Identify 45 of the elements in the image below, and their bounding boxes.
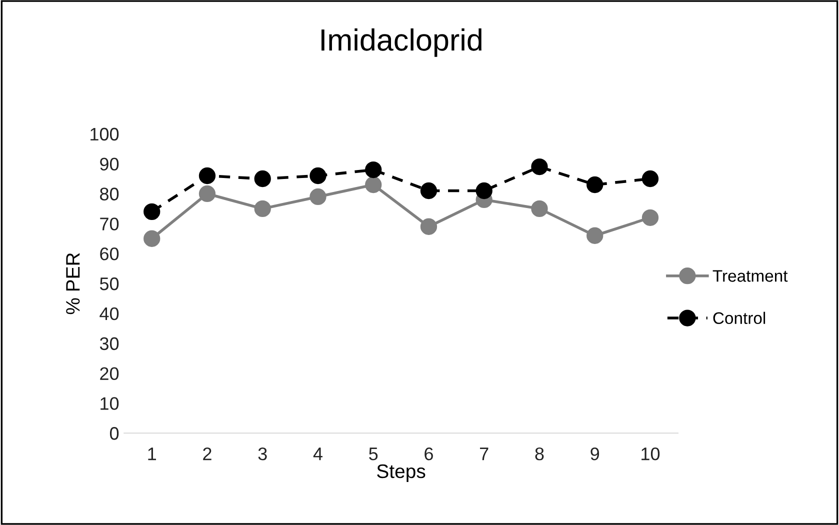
point — [310, 167, 326, 184]
point — [198, 167, 216, 184]
x-tick-label: 9 — [590, 447, 600, 460]
point — [254, 170, 271, 188]
point — [365, 176, 382, 194]
y-tick-label: 30 — [100, 337, 119, 350]
chart-title: Imidacloprid — [322, 28, 482, 57]
point — [420, 218, 438, 235]
point — [198, 185, 216, 202]
point — [144, 203, 160, 220]
point — [476, 182, 492, 200]
point — [365, 161, 382, 178]
x-tick-label: 1 — [148, 448, 156, 460]
x-tick-label: 5 — [369, 448, 378, 460]
y-tick-label: 0 — [110, 427, 119, 440]
y-tick-label: 100 — [90, 128, 119, 141]
point — [642, 170, 659, 188]
y-tick-label: 70 — [100, 218, 119, 230]
y-tick-label: 20 — [100, 367, 119, 380]
y-tick-label: 80 — [100, 188, 119, 200]
x-tick-label: 2 — [203, 447, 212, 460]
legend-label: Control — [713, 312, 766, 324]
y-tick-label: 10 — [100, 397, 119, 410]
point — [254, 200, 271, 218]
x-tick-label: 7 — [480, 448, 488, 460]
y-tick-label: 60 — [100, 248, 119, 260]
point — [310, 188, 326, 206]
y-axis-title: % PER — [66, 253, 80, 314]
point — [420, 182, 438, 200]
y-tick-label: 90 — [100, 158, 119, 171]
y-tick-label: 50 — [100, 277, 119, 290]
legend-label: Treatment — [712, 270, 788, 282]
x-tick-label: 8 — [535, 447, 544, 460]
point — [144, 230, 160, 247]
y-tick-label: 40 — [100, 307, 119, 320]
x-tick-label: 6 — [424, 447, 433, 460]
point — [586, 227, 604, 244]
point — [642, 209, 659, 226]
x-tick-label: 3 — [258, 447, 267, 460]
x-tick-label: 4 — [313, 448, 322, 460]
x-axis-title: Steps — [377, 464, 426, 482]
point — [531, 158, 548, 176]
point — [586, 176, 604, 194]
point — [531, 200, 548, 218]
x-tick-label: 10 — [642, 447, 660, 460]
